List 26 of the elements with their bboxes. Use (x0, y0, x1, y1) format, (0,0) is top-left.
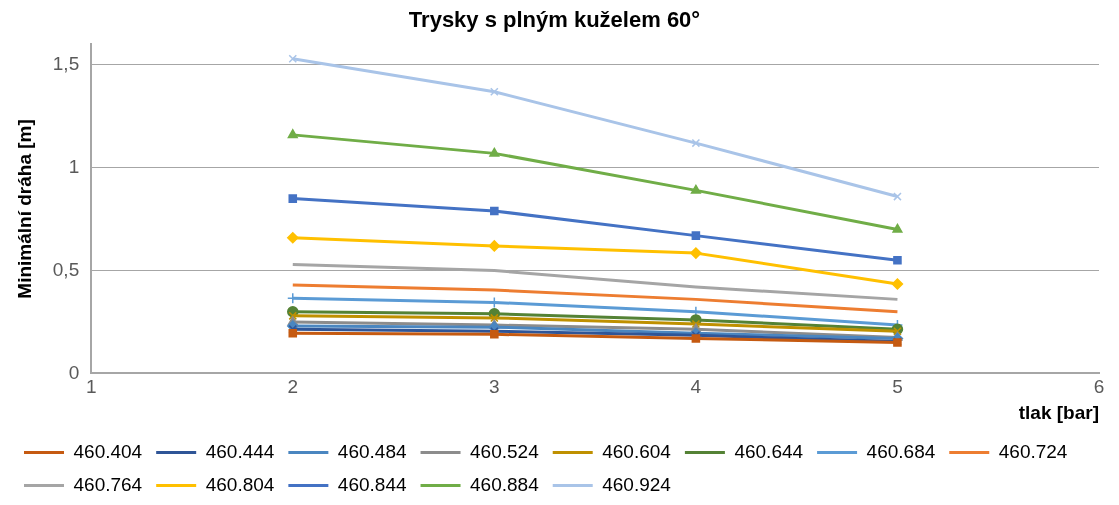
legend-label: 460.764 (73, 473, 143, 495)
legend-label: 460.484 (337, 440, 407, 462)
y-tick-label: 0 (68, 361, 80, 383)
legend-label: 460.924 (602, 473, 672, 495)
legend-label: 460.884 (470, 473, 540, 495)
x-axis-title: tlak [bar] (1018, 401, 1099, 423)
legend-label: 460.844 (337, 473, 407, 495)
x-tick-label: 1 (85, 376, 97, 398)
y-tick-label: 1,5 (52, 53, 80, 75)
legend-label: 460.524 (470, 440, 540, 462)
legend-label: 460.804 (205, 473, 275, 495)
y-axis-title: Minimální dráha [m] (13, 119, 35, 299)
x-tick-label: 4 (690, 376, 702, 398)
chart-title: Trysky s plným kuželem 60° (408, 7, 701, 33)
legend-label: 460.604 (602, 440, 672, 462)
x-tick-label: 2 (287, 376, 299, 398)
x-tick-label: 3 (489, 376, 500, 398)
x-tick-label: 5 (892, 376, 903, 398)
legend-label: 460.684 (866, 440, 936, 462)
x-tick-label: 6 (1093, 376, 1105, 398)
legend-label: 460.724 (998, 440, 1068, 462)
y-tick-label: 0,5 (52, 258, 80, 280)
legend-label: 460.404 (73, 440, 143, 462)
y-tick-label: 1 (68, 156, 80, 178)
legend-label: 460.644 (734, 440, 804, 462)
legend-label: 460.444 (205, 440, 275, 462)
